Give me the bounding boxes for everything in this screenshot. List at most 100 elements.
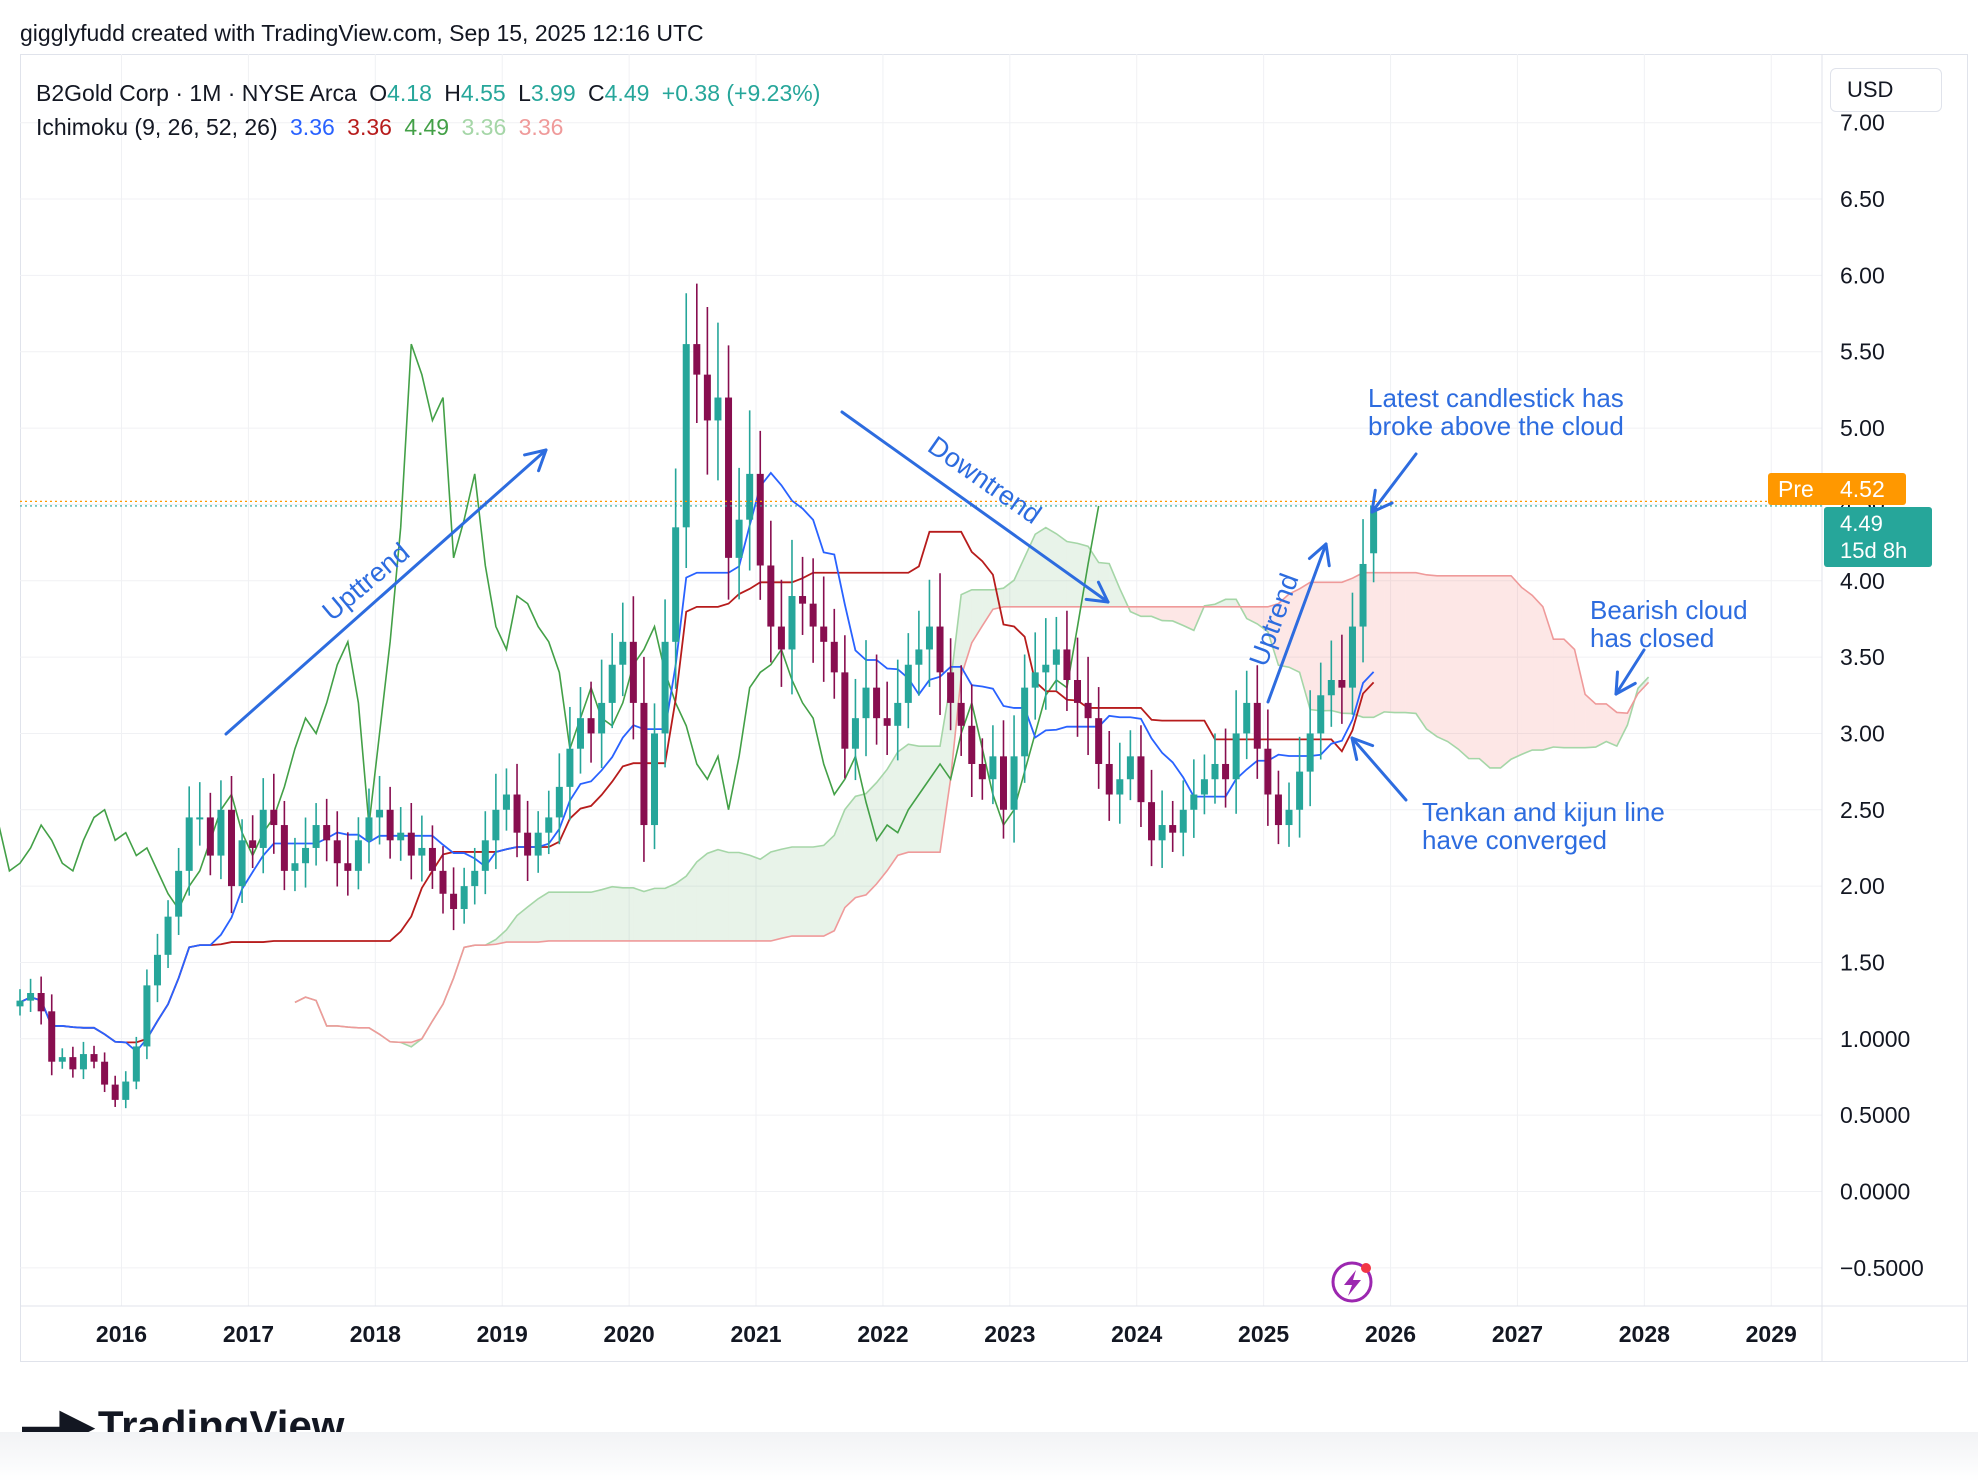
candle-body [545,817,553,833]
ichimoku-cloud-segment [1511,575,1522,760]
candle-body [312,825,320,848]
y-tick-label: 6.00 [1840,262,1885,288]
symbol-description[interactable]: B2Gold Corp · 1M · NYSE Arca [36,80,357,106]
candle-body [175,870,183,917]
last-price-value: 4.49 [1840,511,1883,536]
span-b-value: 3.36 [518,114,564,140]
y-tick-label: 5.00 [1840,415,1885,441]
indicator-name[interactable]: Ichimoku (9, 26, 52, 26) [36,114,278,140]
candle-body [460,886,468,910]
ichimoku-cloud-segment [717,849,729,941]
candle-body [1021,687,1029,757]
x-tick-label: 2021 [730,1321,781,1347]
ichimoku-cloud-segment [1521,587,1533,755]
ichimoku-cloud-segment [1066,541,1078,607]
candle-body [524,832,532,856]
y-tick-label: 6.50 [1840,186,1885,212]
ichimoku-cloud-segment [569,892,581,941]
ichimoku-cloud-segment [1563,639,1575,748]
candle-body [228,809,236,887]
candle-body [1052,649,1060,665]
ichimoku-cloud-segment [940,682,951,853]
candle-body [185,817,193,871]
ichimoku-cloud-segment [802,847,814,937]
ichimoku-cloud-segment [929,746,941,853]
price-change: +0.38 (+9.23%) [661,80,821,106]
candle-body [450,893,458,910]
ichimoku-cloud-segment [813,845,824,937]
currency-selector[interactable]: USD [1830,68,1942,112]
ichimoku-cloud-segment [675,876,687,941]
candle-body [851,718,859,749]
ichimoku-cloud-segment [1045,527,1057,607]
lightning-icon-bolt [1344,1270,1361,1296]
candle-body [1063,649,1071,680]
ichimoku-cloud-segment [918,746,930,853]
candle-body [714,397,722,421]
candle-body [873,687,881,719]
y-tick-label: 7.00 [1840,110,1885,136]
ichimoku-cloud-segment [791,847,803,937]
ichimoku-cloud-segment [749,855,761,941]
uptrend-arrow-head [537,448,548,473]
span-a-value: 3.36 [461,114,507,140]
open-label: O [369,80,388,106]
candle-body [1232,733,1240,780]
candle-body [576,718,584,749]
ichimoku-cloud-segment [1447,575,1459,750]
candle-body [841,672,849,749]
ichimoku-cloud-segment [495,929,507,945]
x-tick-label: 2025 [1238,1321,1289,1347]
x-tick-label: 2024 [1111,1321,1162,1347]
y-tick-label: 3.00 [1840,720,1885,746]
candle-body [354,840,362,871]
tenkan-kijun-arrow-head [1350,736,1359,761]
ichimoku-cloud-segment [1595,703,1607,748]
candle-body [259,809,267,848]
uptrend-2-arrow-head [1307,542,1328,560]
candle-body [799,596,807,604]
ichimoku-cloud-segment [1437,575,1448,742]
candle-body [989,756,997,780]
candle-body [122,1081,130,1100]
candle-body [428,847,436,871]
premarket-price-tag: Pre 4.52 [1768,473,1906,505]
close-value: 4.49 [604,80,650,106]
ichimoku-cloud-segment [559,892,570,941]
candle-body [619,641,627,665]
high-value: 4.55 [460,80,506,106]
tenkan-kijun-arrow-head [1350,736,1375,748]
candle-body [767,565,775,627]
downtrend-arrow-head [1096,580,1110,604]
candle-body [820,626,828,642]
candle-body [376,809,384,818]
annotation-bearish-line1: Bearish cloud [1590,595,1748,625]
ichimoku-cloud-segment [1458,575,1469,759]
bottom-strip [0,1432,1978,1482]
candle-body [1042,664,1050,673]
ichimoku-cloud-segment [601,886,613,941]
candle-body [1137,756,1145,803]
premarket-label: Pre [1778,476,1814,502]
ichimoku-cloud-segment [1014,557,1025,607]
uptrend-2-arrow [1266,542,1328,704]
candle-body [1148,802,1156,841]
ichimoku-cloud-segment [834,809,845,931]
candle-body [735,519,743,558]
candle-body [270,809,278,826]
candle-body [746,473,754,520]
x-tick-label: 2028 [1619,1321,1670,1347]
ichimoku-cloud-segment [633,887,644,941]
ichimoku-cloud-segment [527,898,539,943]
ichimoku-cloud-segment [1468,575,1480,759]
candle-body [249,840,257,848]
lightning-icon-dot [1361,1263,1371,1273]
candle-body [1095,718,1103,764]
ichimoku-cloud-segment [1172,606,1184,626]
latest-candle-arrow [1370,452,1418,514]
ichimoku-cloud-segment [1320,582,1332,711]
annotation-latest-line1: Latest candlestick has [1368,383,1624,413]
candle-body [164,916,172,955]
senkou-span-b-line [294,571,1650,1044]
